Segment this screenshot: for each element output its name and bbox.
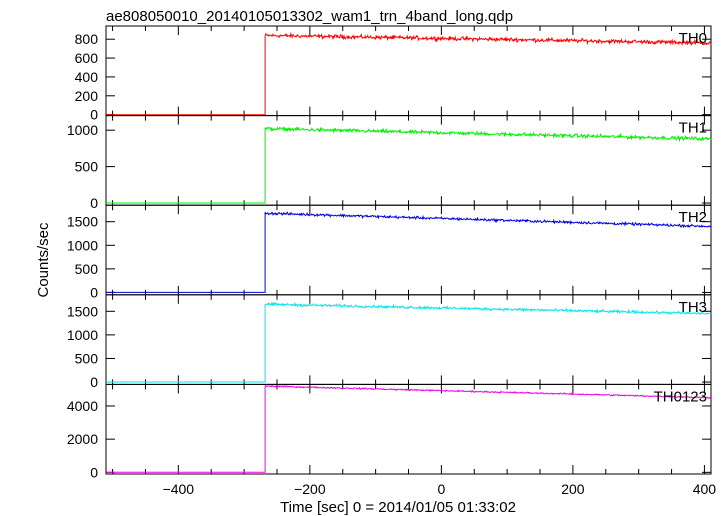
panel-th1: 0 500 1000 TH1 — [67, 115, 712, 211]
panel-th0: 0 200 400 600 800 TH0 — [75, 25, 712, 123]
y-tick-label: 500 — [75, 350, 99, 366]
y-tick-label: 200 — [75, 88, 99, 104]
x-axis-title: Time [sec] 0 = 2014/01/05 01:33:02 — [280, 499, 516, 516]
y-tick-label: 1000 — [67, 237, 98, 253]
y-tick-label: 1500 — [67, 303, 98, 319]
panel-frame — [105, 25, 712, 117]
x-tick-label: −400 — [163, 481, 195, 497]
panel-th3: 0 500 1000 1500 TH3 — [67, 294, 712, 390]
series-line-th2 — [106, 211, 711, 293]
x-tick-label: 400 — [693, 481, 717, 497]
y-tick-label: 0 — [90, 464, 98, 480]
panel-frame — [105, 115, 712, 206]
y-tick-label: 500 — [75, 159, 99, 175]
y-tick-label: 600 — [75, 50, 99, 66]
x-tick-label: 200 — [561, 481, 585, 497]
y-tick-label: 1000 — [67, 327, 98, 343]
series-label-th0: TH0 — [679, 30, 707, 47]
series-line-th1 — [106, 126, 712, 204]
series-line-th0 — [106, 32, 712, 116]
y-tick-label: 0 — [90, 107, 98, 123]
y-tick-label: 1500 — [67, 214, 98, 230]
y-tick-label: 1000 — [67, 122, 98, 138]
y-tick-label: 0 — [90, 195, 98, 211]
series-line-th3 — [106, 301, 712, 383]
panel-frame — [105, 204, 712, 296]
x-tick-label: −200 — [294, 481, 326, 497]
panel-th0123: 0 2000 4000 TH0123 −400 −200 0 200 400 — [67, 383, 717, 497]
panel-frame — [105, 383, 712, 475]
y-tick-label: 500 — [75, 261, 99, 277]
y-tick-label: 2000 — [67, 431, 98, 447]
series-label-th1: TH1 — [679, 120, 707, 137]
y-tick-label: 0 — [90, 374, 98, 390]
panels: 0 200 400 600 800 TH0 0 500 1000 TH1 0 500 1000 1500 T… — [67, 25, 717, 497]
x-tick-label: 0 — [437, 481, 445, 497]
series-line-th0123 — [106, 384, 712, 473]
y-tick-label: 4000 — [67, 398, 98, 414]
series-label-th2: TH2 — [679, 209, 707, 226]
panel-th2: 0 500 1000 1500 TH2 — [67, 204, 712, 300]
y-axis-title: Counts/sec — [35, 222, 52, 298]
series-label-th0123: TH0123 — [654, 388, 707, 405]
y-tick-label: 0 — [90, 284, 98, 300]
y-tick-label: 400 — [75, 69, 99, 85]
y-tick-label: 800 — [75, 31, 99, 47]
chart-title: ae808050010_20140105013302_wam1_trn_4ban… — [106, 8, 513, 25]
series-label-th3: TH3 — [679, 299, 707, 316]
